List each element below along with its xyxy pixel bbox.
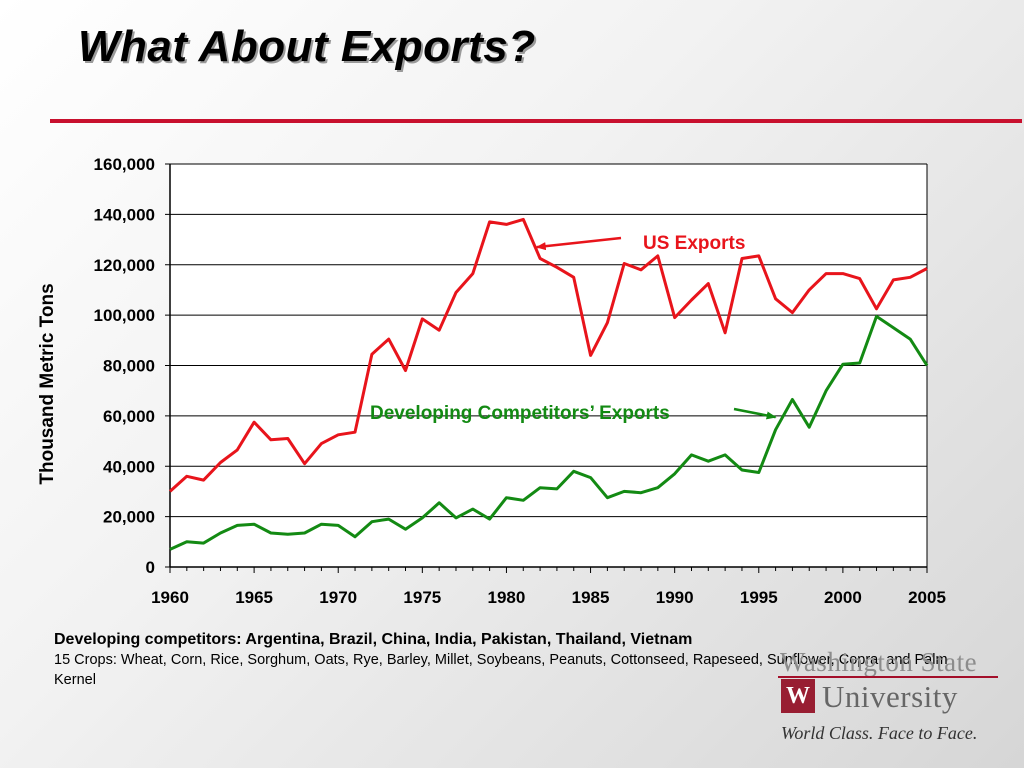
axes: [165, 163, 928, 573]
x-tick-label: 1965: [235, 588, 273, 607]
y-tick-label: 80,000: [103, 357, 155, 376]
x-tick-label: 1970: [319, 588, 357, 607]
x-tick-label: 1995: [740, 588, 778, 607]
annotations: US Exports Developing Competitors’ Export…: [370, 233, 777, 424]
y-tick-label: 60,000: [103, 407, 155, 426]
slide-title: What About Exports?: [78, 22, 536, 71]
caption-title: Developing competitors: Argentina, Brazi…: [54, 631, 693, 648]
annotation-arrow-us-exports: [535, 236, 622, 251]
university-logo: Washington State W University World Clas…: [778, 645, 1008, 755]
logo-divider: [778, 676, 998, 678]
series-lines: [168, 217, 929, 551]
line-chart: 0 20,000 40,000 60,000 80,000 100,000 120,000 1…: [37, 155, 946, 607]
chart-caption: Developing competitors: Argentina, Brazi…: [54, 630, 984, 690]
x-tick-label: 1985: [572, 588, 610, 607]
y-tick-label: 160,000: [94, 155, 155, 174]
x-tick-label: 2000: [824, 588, 862, 607]
logo-line2: University: [822, 679, 958, 714]
logo-line1: Washington State: [780, 647, 978, 677]
series-line-us-exports: [168, 217, 928, 493]
x-tick-label: 1975: [403, 588, 441, 607]
cougar-mark-icon: W: [781, 679, 815, 713]
caption-body: 15 Crops: Wheat, Corn, Rice, Sorghum, Oa…: [54, 652, 948, 688]
annotation-us-exports: US Exports: [643, 233, 745, 254]
y-tick-label: 100,000: [94, 306, 155, 325]
x-tick-label: 1990: [656, 588, 694, 607]
x-tick-label: 1980: [488, 588, 526, 607]
x-tick-labels: 1960 1965 1970 1975 1980 1985 1990 1995 2000 2005: [151, 588, 946, 607]
y-tick-label: 0: [146, 558, 155, 577]
y-tick-labels: 0 20,000 40,000 60,000 80,000 100,000 120,000 1…: [94, 155, 155, 577]
x-tick-label: 1960: [151, 588, 189, 607]
y-tick-label: 40,000: [103, 457, 155, 476]
y-tick-label: 140,000: [94, 205, 155, 224]
y-tick-label: 20,000: [103, 508, 155, 527]
title-divider: [50, 119, 1022, 123]
annotation-arrow-developing-competitors: [733, 407, 777, 420]
y-tick-label: 120,000: [94, 256, 155, 275]
logo-tagline: World Class. Face to Face.: [781, 723, 978, 743]
x-tick-label: 2005: [908, 588, 946, 607]
series-line-developing-competitors: [169, 314, 929, 551]
annotation-developing-competitors: Developing Competitors’ Exports: [370, 403, 670, 424]
y-axis-label: Thousand Metric Tons: [37, 283, 58, 484]
